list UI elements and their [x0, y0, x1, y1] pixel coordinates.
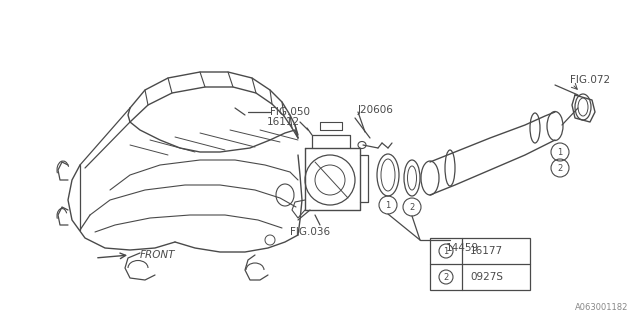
- Text: 0927S: 0927S: [470, 272, 503, 282]
- Text: FIG.036: FIG.036: [290, 227, 330, 237]
- Text: 16177: 16177: [470, 246, 503, 256]
- Text: 1: 1: [385, 201, 390, 210]
- FancyBboxPatch shape: [430, 238, 530, 290]
- Text: FIG.072: FIG.072: [570, 75, 610, 85]
- Text: FIG.050: FIG.050: [270, 107, 310, 117]
- Text: J20606: J20606: [358, 105, 394, 115]
- Text: A063001182: A063001182: [575, 303, 628, 312]
- Text: 2: 2: [444, 273, 449, 282]
- Text: 1: 1: [557, 148, 563, 156]
- Text: FRONT: FRONT: [140, 250, 175, 260]
- Text: 1: 1: [444, 246, 449, 255]
- Text: 2: 2: [557, 164, 563, 172]
- Text: 16112: 16112: [267, 117, 300, 127]
- Text: 14459: 14459: [445, 243, 479, 253]
- Text: 2: 2: [410, 203, 415, 212]
